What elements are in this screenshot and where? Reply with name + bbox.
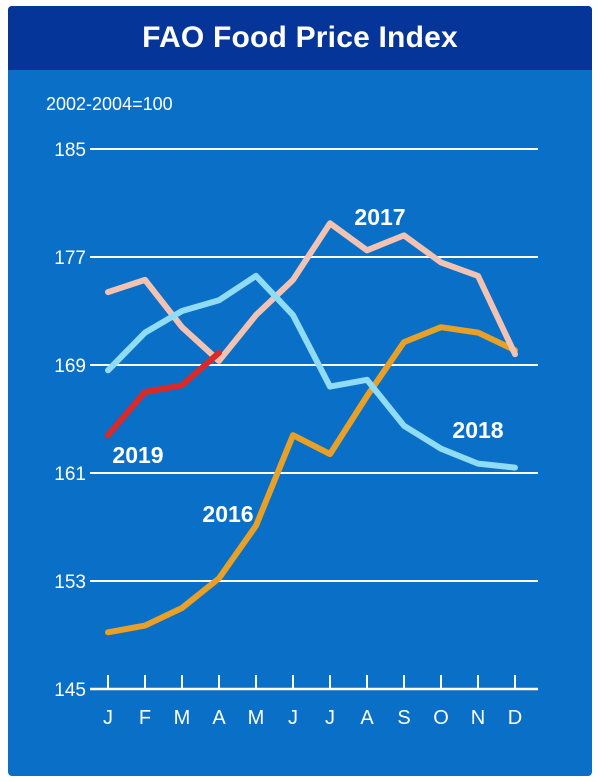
series-label-2016: 2016 xyxy=(202,501,253,527)
x-tick-label: D xyxy=(508,707,522,729)
y-tick-label: 169 xyxy=(54,356,86,377)
y-tick-label: 153 xyxy=(54,572,86,593)
series-label-2017: 2017 xyxy=(354,204,405,230)
x-tick-label: J xyxy=(325,707,335,729)
y-tick-label: 161 xyxy=(54,464,86,485)
series-label-2018: 2018 xyxy=(452,417,503,443)
series-line-2016 xyxy=(105,324,518,636)
grid-lines xyxy=(90,148,538,691)
x-tick-label: S xyxy=(397,707,410,729)
y-tick-label: 177 xyxy=(54,248,86,269)
chart-title: FAO Food Price Index xyxy=(142,21,458,54)
unit-note: 2002-2004=100 xyxy=(46,94,173,114)
x-tick-label: O xyxy=(433,707,449,729)
chart-panel: FAO Food Price Index 145 153 161 169 177 185 … xyxy=(8,6,592,776)
series-label-2019: 2019 xyxy=(112,442,163,468)
x-tick-label: J xyxy=(288,707,298,729)
series-labels: 2016 2017 2018 2019 xyxy=(112,204,503,527)
y-tick-label: 145 xyxy=(54,680,86,701)
series-lines xyxy=(105,220,518,636)
x-tick-label: N xyxy=(471,707,485,729)
series-line-2017 xyxy=(105,220,518,364)
x-tick-label: M xyxy=(248,707,265,729)
title-bar: FAO Food Price Index xyxy=(8,6,592,70)
y-tick-label: 185 xyxy=(54,140,86,161)
x-tick-label: F xyxy=(139,707,151,729)
x-tick-label: A xyxy=(212,707,226,729)
x-tick-label: A xyxy=(360,707,374,729)
y-axis-ticks: 145 153 161 169 177 185 xyxy=(54,140,86,701)
series-line-2018 xyxy=(105,272,518,471)
x-tick-label: M xyxy=(174,707,191,729)
series-line-2019 xyxy=(105,349,222,439)
x-tick-label: J xyxy=(103,707,113,729)
